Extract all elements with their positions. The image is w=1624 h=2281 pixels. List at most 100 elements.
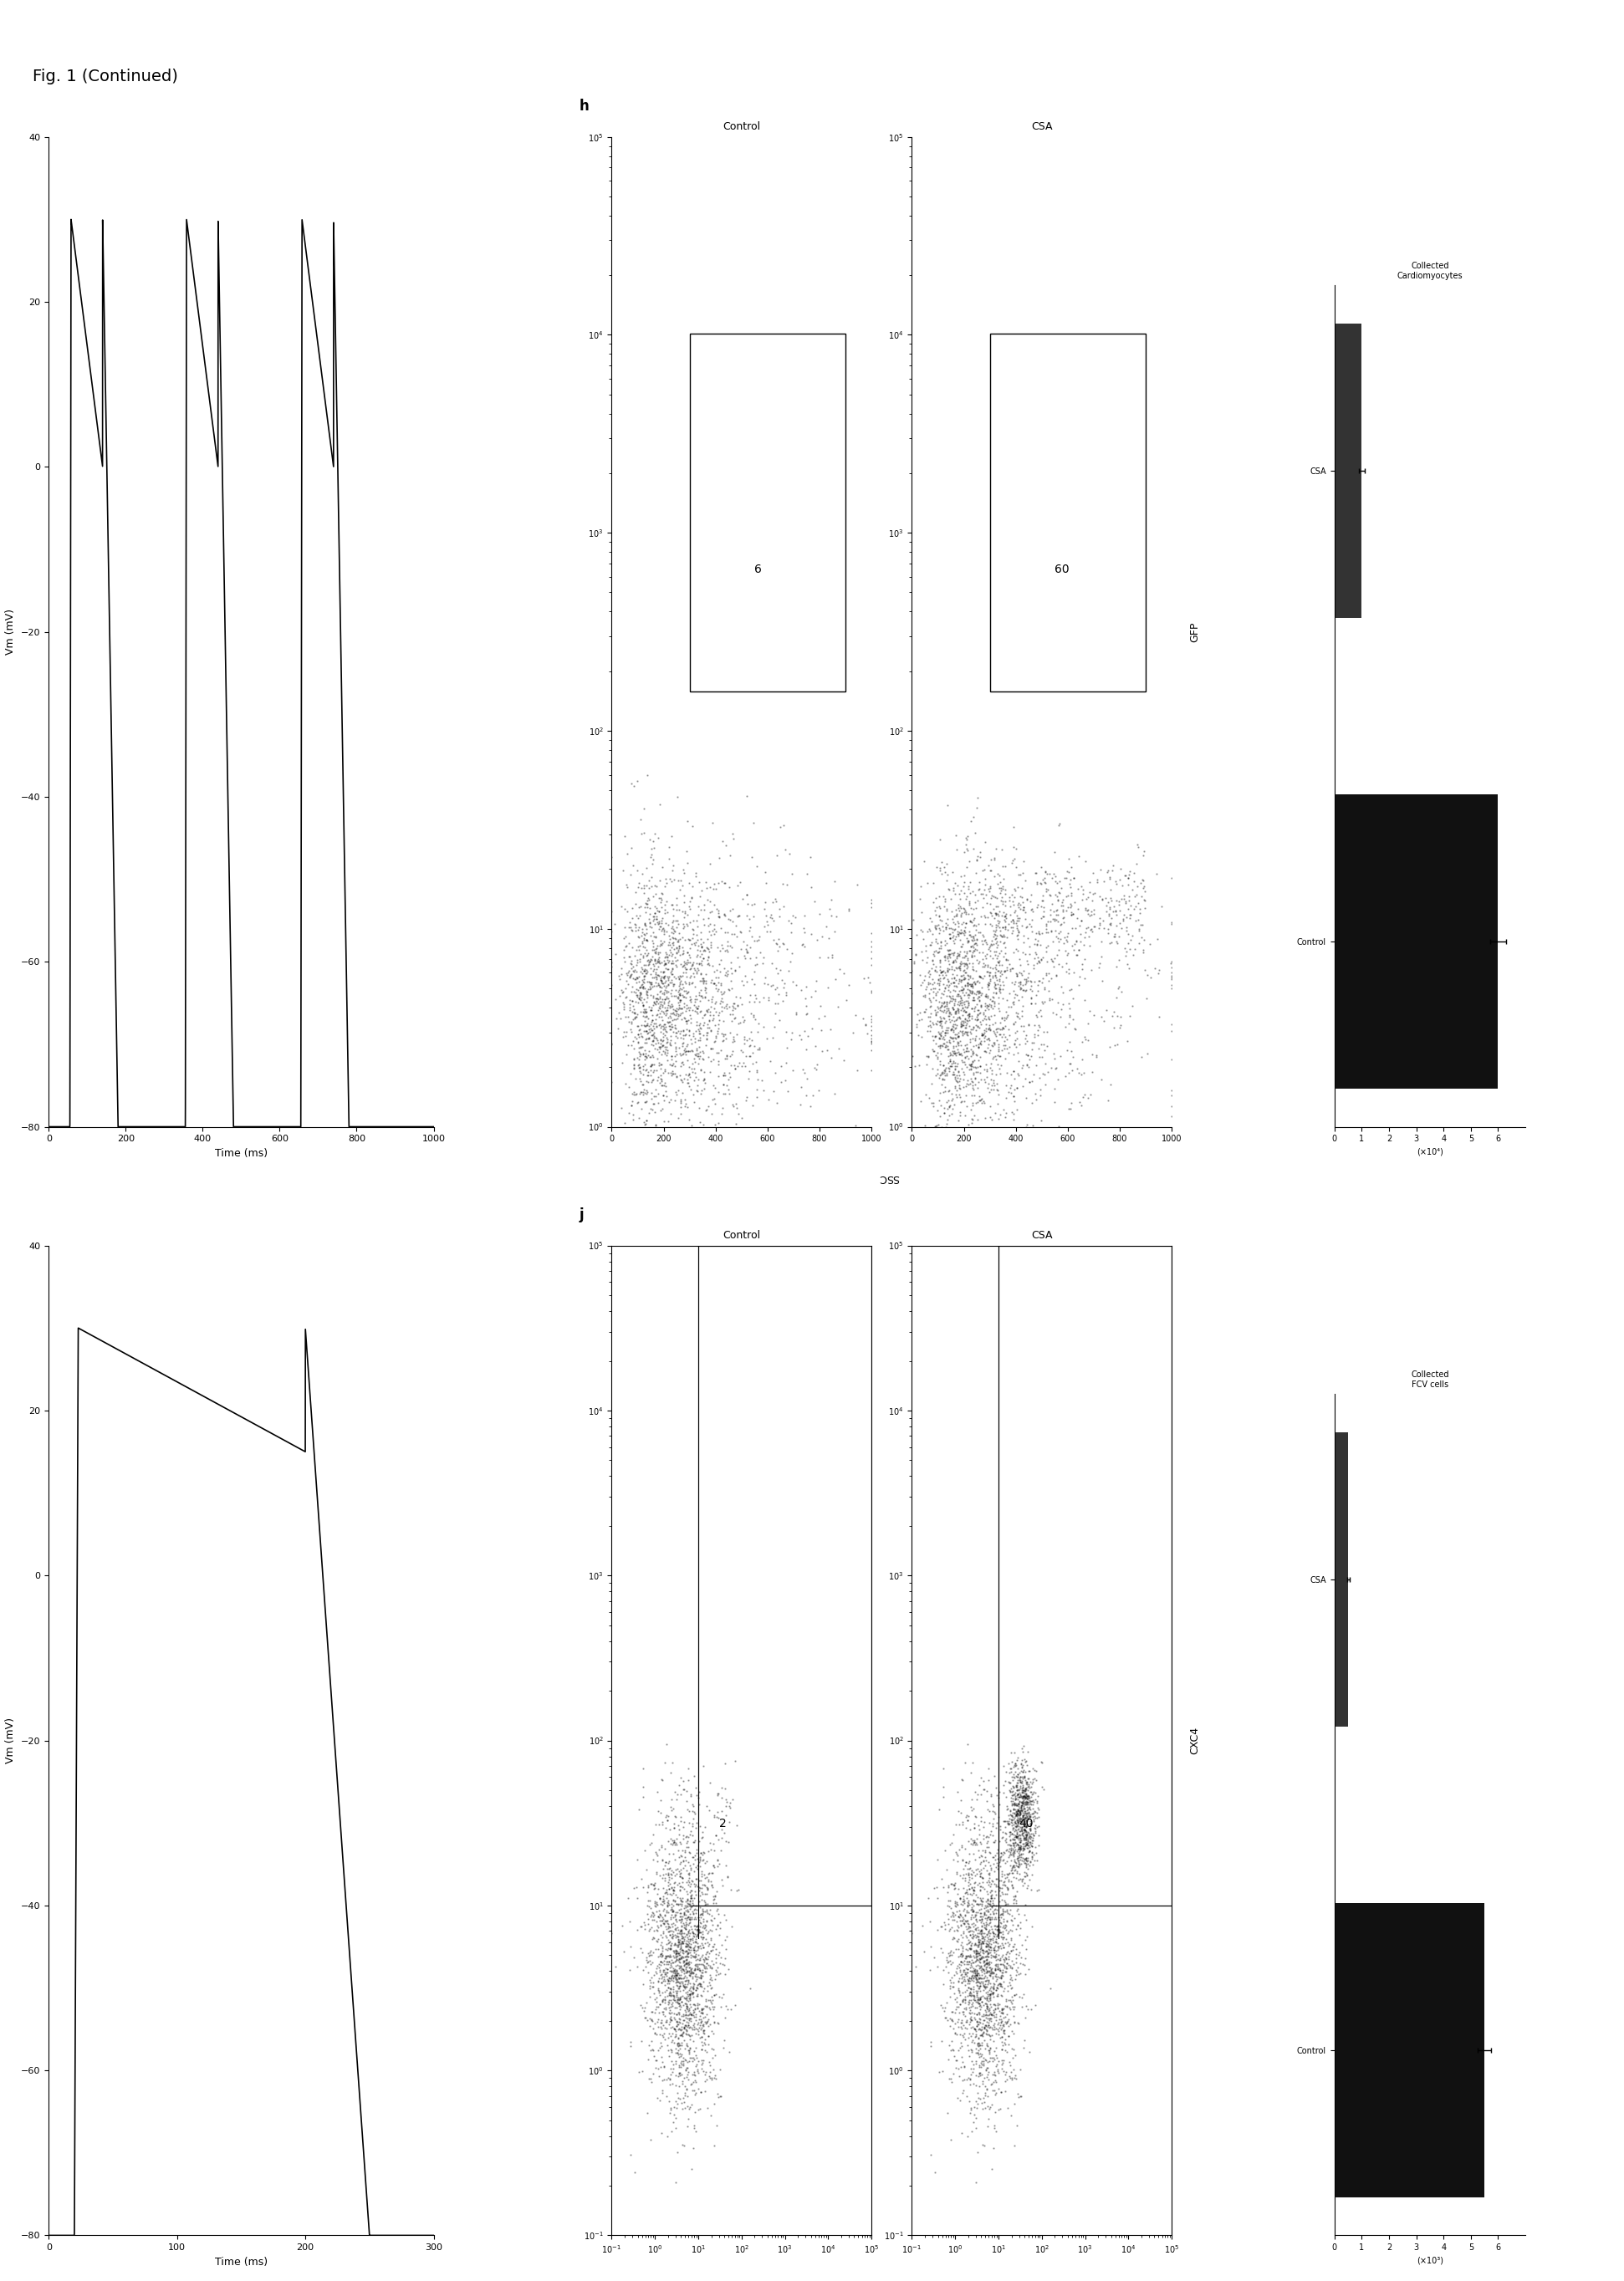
Point [643, 1106, 669, 1143]
Point [1002, 1747, 1028, 1784]
Point [958, 2003, 984, 2039]
Point [689, 2003, 715, 2039]
Point [965, 1827, 991, 1864]
Point [641, 985, 667, 1022]
Point [1012, 1772, 1038, 1809]
Point [966, 1937, 992, 1973]
Point [997, 1896, 1023, 1932]
Point [687, 1052, 713, 1088]
Point [671, 1122, 697, 1159]
Point [656, 1959, 682, 1996]
Point [1013, 1795, 1039, 1832]
Point [718, 928, 744, 965]
Point [960, 1891, 986, 1927]
Point [724, 917, 750, 953]
Point [672, 1036, 698, 1072]
Point [640, 1866, 666, 1902]
Point [942, 1884, 968, 1921]
Point [952, 892, 978, 928]
Point [973, 1820, 999, 1857]
Point [1002, 1809, 1028, 1845]
Point [971, 1987, 997, 2023]
Point [656, 1978, 682, 2014]
Point [663, 1962, 689, 1998]
Point [676, 1996, 702, 2032]
Point [999, 1074, 1025, 1111]
Point [960, 1875, 986, 1911]
Point [1000, 1834, 1026, 1870]
Point [970, 2005, 996, 2041]
Point [689, 1882, 715, 1918]
Point [970, 1925, 996, 1962]
Point [958, 1063, 984, 1099]
Point [680, 1793, 706, 1829]
Point [983, 894, 1009, 931]
Point [650, 981, 676, 1017]
Point [937, 974, 963, 1010]
Point [1023, 855, 1049, 892]
Point [672, 1927, 698, 1964]
Point [983, 960, 1009, 997]
Point [974, 953, 1000, 990]
Point [955, 979, 981, 1015]
Point [960, 1932, 986, 1969]
Point [663, 1898, 689, 1934]
Point [682, 1927, 708, 1964]
Point [1002, 1843, 1028, 1880]
Point [661, 1978, 687, 2014]
Point [931, 992, 957, 1029]
Point [793, 997, 818, 1033]
Point [908, 967, 934, 1004]
Point [926, 972, 952, 1008]
Point [1004, 1093, 1030, 1129]
Y-axis label: Vm (mV): Vm (mV) [5, 1718, 16, 1763]
Point [633, 1036, 659, 1072]
Point [989, 1991, 1015, 2028]
Point [677, 951, 703, 988]
Point [676, 2007, 702, 2044]
Point [1005, 1795, 1031, 1832]
Point [650, 876, 676, 912]
Point [950, 2007, 976, 2044]
Point [947, 963, 973, 999]
Point [632, 1024, 658, 1061]
Point [710, 823, 736, 860]
Point [646, 944, 672, 981]
Point [713, 1770, 739, 1807]
Point [957, 883, 983, 919]
Point [1005, 1775, 1031, 1811]
Point [620, 1102, 646, 1138]
Point [981, 878, 1007, 915]
Point [638, 1074, 664, 1111]
Point [661, 862, 687, 899]
Point [609, 1045, 635, 1081]
Point [981, 1955, 1007, 1991]
Point [942, 1036, 968, 1072]
Point [677, 1001, 703, 1038]
Point [632, 906, 658, 942]
Point [671, 969, 697, 1006]
Point [961, 988, 987, 1024]
Point [669, 2080, 695, 2117]
Point [958, 1781, 984, 1818]
Point [637, 988, 663, 1024]
Point [963, 1941, 989, 1978]
Point [974, 1010, 1000, 1047]
Point [643, 1930, 669, 1966]
Point [927, 1004, 953, 1040]
Point [1013, 1811, 1039, 1848]
Point [952, 912, 978, 949]
Point [955, 1850, 981, 1886]
Point [973, 2053, 999, 2089]
Point [687, 1941, 713, 1978]
Point [656, 981, 682, 1017]
Point [633, 956, 659, 992]
Point [983, 894, 1009, 931]
Point [698, 1868, 724, 1905]
Point [991, 1930, 1017, 1966]
Point [615, 953, 641, 990]
Point [638, 1038, 664, 1074]
Point [970, 1950, 996, 1987]
Point [617, 1953, 643, 1989]
Point [994, 1868, 1020, 1905]
